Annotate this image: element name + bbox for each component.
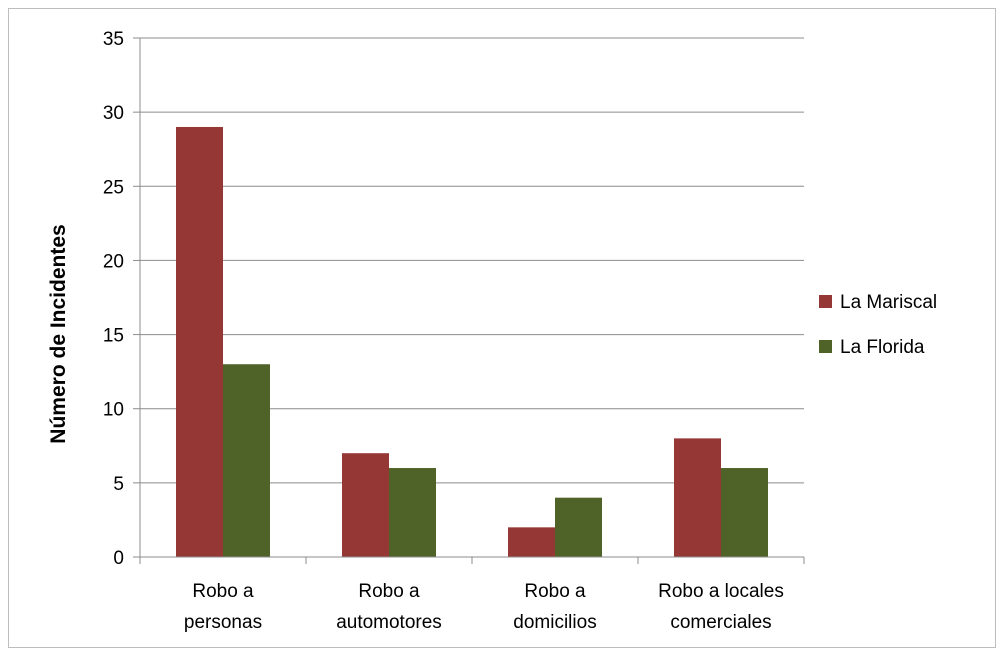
x-category-label: personas [184,612,262,633]
legend-swatch [819,295,832,308]
legend-label: La Mariscal [840,292,937,313]
x-category-label: domicilios [513,612,596,633]
legend: La Mariscal La Florida [819,292,937,358]
y-tick-labels: 0 5 10 15 20 25 30 35 [103,29,124,569]
y-axis-title: Número de Incidentes [47,224,70,443]
bar-la-mariscal [342,453,389,557]
y-tick-label: 35 [103,29,124,50]
y-tick-label: 25 [103,177,124,198]
y-tick-label: 0 [113,548,124,569]
axes [133,37,805,564]
x-category-label: Robo a [358,581,420,602]
y-tick-label: 20 [103,251,124,272]
x-category-label: automotores [336,612,442,633]
bar-la-florida [389,468,436,557]
x-category-label: Robo a [524,581,586,602]
legend-swatch [819,340,832,353]
x-category-label: Robo a locales [658,581,784,602]
x-category-label: comerciales [670,612,771,633]
x-category-labels: Robo a personas Robo a automotores Robo a dom… [184,581,784,633]
bar-la-mariscal [508,527,555,557]
chart-frame [8,8,996,648]
bar-la-mariscal [176,126,223,557]
y-tick-label: 30 [103,103,124,124]
y-tick-label: 15 [103,326,124,347]
y-tick-label: 10 [103,400,124,421]
bar-la-florida [223,364,270,557]
bar-la-florida [555,497,602,557]
bars [176,126,768,557]
x-category-label: Robo a [192,581,254,602]
bar-la-florida [721,468,768,557]
bar-la-mariscal [674,438,721,557]
legend-label: La Florida [840,337,925,358]
y-tick-label: 5 [113,474,124,495]
